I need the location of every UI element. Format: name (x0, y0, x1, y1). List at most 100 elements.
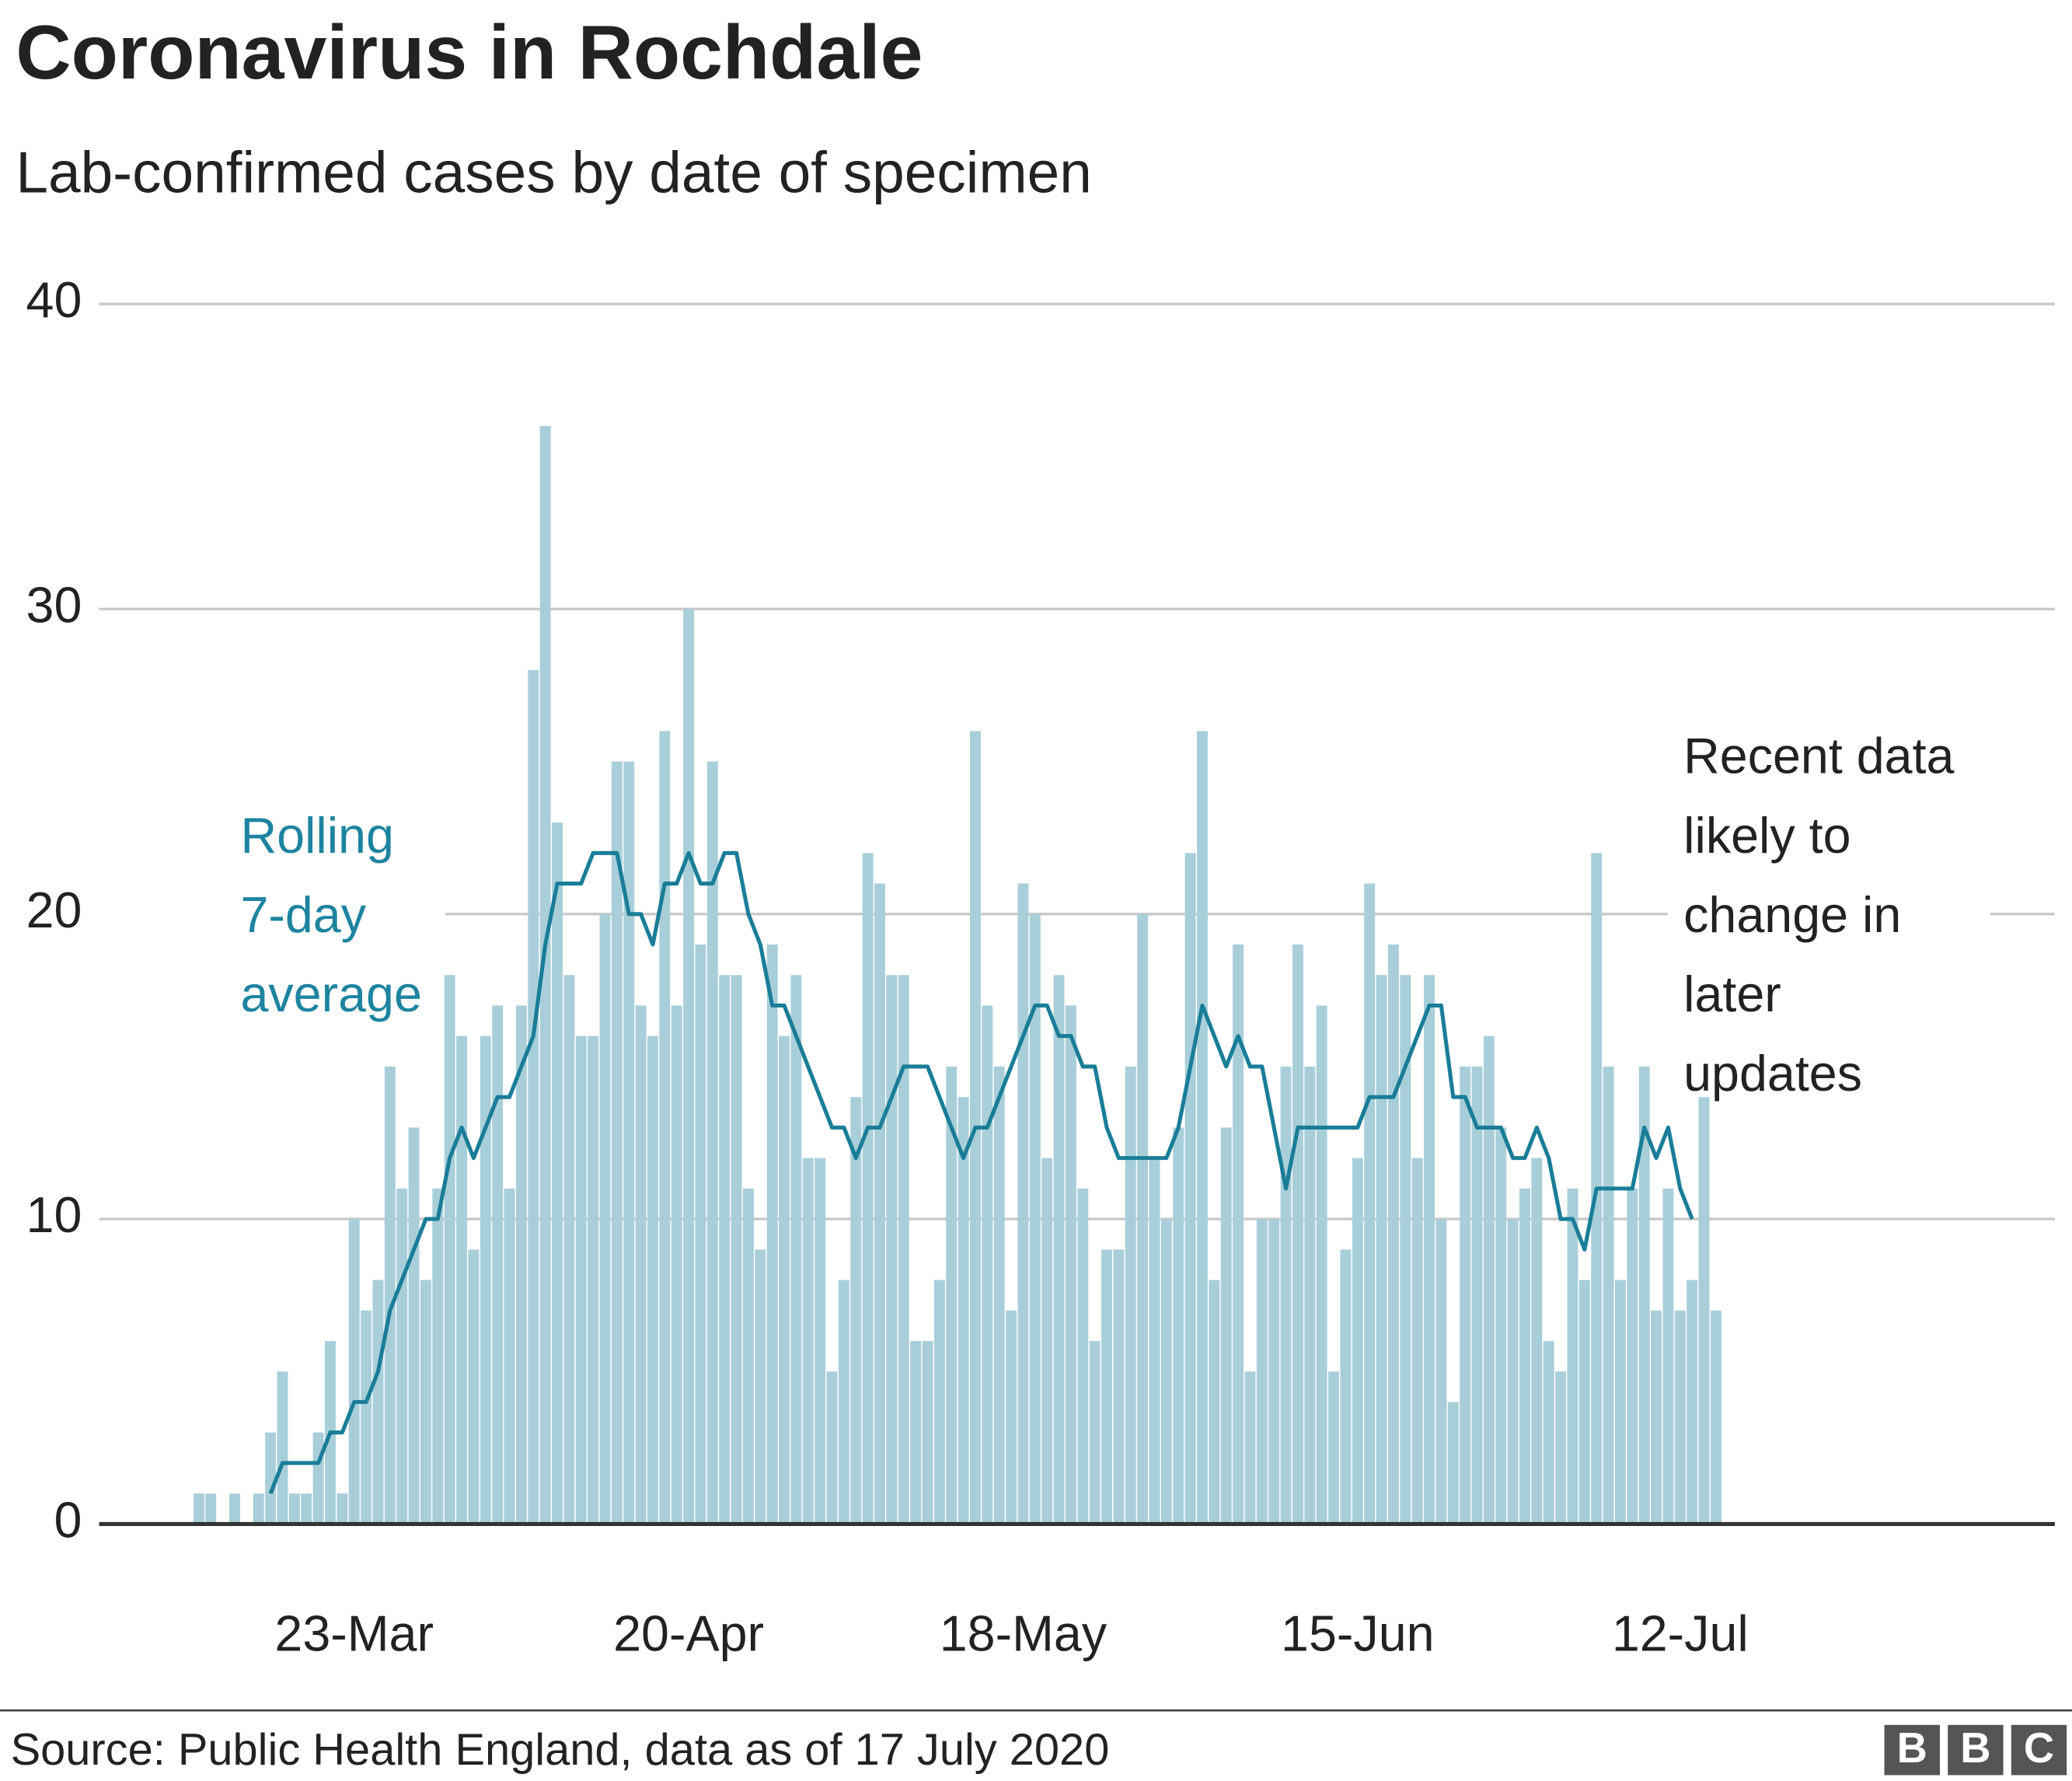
bar (706, 761, 718, 1524)
bar (1400, 975, 1411, 1524)
bar (1543, 1341, 1554, 1524)
bar (1089, 1341, 1101, 1524)
bar (396, 1188, 408, 1524)
bar (205, 1493, 217, 1524)
bar (1053, 975, 1065, 1524)
annotation-background (1667, 714, 1990, 1111)
annotation: Rolling (240, 808, 393, 864)
bar (1424, 975, 1435, 1524)
bar (1328, 1371, 1340, 1524)
bar (1698, 1097, 1710, 1524)
bar (1603, 1066, 1614, 1524)
bar (528, 669, 539, 1524)
x-tick-label: 15-Jun (1281, 1606, 1435, 1662)
bar (1376, 975, 1387, 1524)
bar (1687, 1280, 1698, 1524)
bar (552, 822, 563, 1524)
bar (1244, 1371, 1256, 1524)
annotation: 7-day (240, 887, 366, 943)
bar (826, 1371, 838, 1524)
bar (1137, 913, 1149, 1524)
bar (361, 1310, 372, 1524)
bar (348, 1219, 360, 1524)
y-tick-label: 40 (26, 272, 82, 328)
bar (1519, 1188, 1530, 1524)
x-tick-label: 18-May (940, 1606, 1108, 1662)
annotation-background (99, 793, 445, 1032)
bar (850, 1097, 862, 1524)
y-tick-label: 20 (26, 882, 82, 938)
bar (265, 1432, 277, 1524)
bar (1495, 1127, 1507, 1524)
y-tick-label: 10 (26, 1187, 82, 1243)
bar (337, 1493, 348, 1524)
bar (1304, 1066, 1316, 1524)
bar (408, 1127, 420, 1524)
bar (1197, 731, 1208, 1524)
bar (193, 1493, 204, 1524)
bar (1220, 1127, 1232, 1524)
bar (563, 975, 575, 1524)
bar (874, 883, 885, 1524)
chart-title: Coronavirus in Rochdale (16, 9, 923, 95)
bar (1710, 1310, 1721, 1524)
bar (755, 1249, 766, 1524)
bar (1077, 1188, 1089, 1524)
bar (898, 975, 909, 1524)
logo-box (2011, 1724, 2067, 1776)
bar (790, 975, 802, 1524)
bar (766, 944, 778, 1524)
bar (1387, 944, 1399, 1524)
bar (515, 1005, 527, 1524)
bar (1280, 1066, 1292, 1524)
x-tick-label: 23-Mar (274, 1606, 434, 1662)
bar (779, 1035, 790, 1524)
logo-box (1884, 1724, 1940, 1776)
bar (683, 609, 695, 1524)
y-tick-label: 0 (54, 1492, 82, 1548)
bar (504, 1188, 515, 1524)
bar (635, 1005, 647, 1524)
bar (229, 1493, 240, 1524)
bar (1627, 1188, 1638, 1524)
bar (862, 853, 874, 1524)
bar (958, 1097, 969, 1524)
bar (1531, 1158, 1543, 1524)
bar (802, 1158, 814, 1524)
bar (1316, 1005, 1327, 1524)
bar (1471, 1066, 1483, 1524)
bar (695, 944, 706, 1524)
bar (1184, 853, 1196, 1524)
bar (1447, 1402, 1459, 1524)
bar (982, 1005, 993, 1524)
bar (1483, 1035, 1495, 1524)
bar (1149, 1158, 1160, 1524)
bar (1662, 1188, 1674, 1524)
bar (910, 1341, 922, 1524)
bar (1113, 1249, 1125, 1524)
annotation: average (240, 966, 421, 1022)
bar (1017, 883, 1029, 1524)
bar (1578, 1280, 1590, 1524)
bar (1638, 1066, 1650, 1524)
bar (288, 1493, 300, 1524)
bar (1411, 1158, 1423, 1524)
bar (468, 1249, 480, 1524)
logo-box (1948, 1724, 2004, 1776)
annotation: likely to (1683, 808, 1850, 864)
bar (253, 1493, 264, 1524)
bar (539, 426, 551, 1524)
bar (946, 1066, 958, 1524)
bar (1435, 1219, 1447, 1524)
bar (492, 1005, 504, 1524)
bar (731, 975, 742, 1524)
bar (444, 975, 455, 1524)
chart-subtitle: Lab-confirmed cases by date of specimen (16, 140, 1091, 205)
bar (1209, 1280, 1220, 1524)
bar (456, 1035, 468, 1524)
bar (647, 1035, 658, 1524)
bar (1555, 1371, 1567, 1524)
bar (814, 1158, 826, 1524)
bar (372, 1280, 384, 1524)
